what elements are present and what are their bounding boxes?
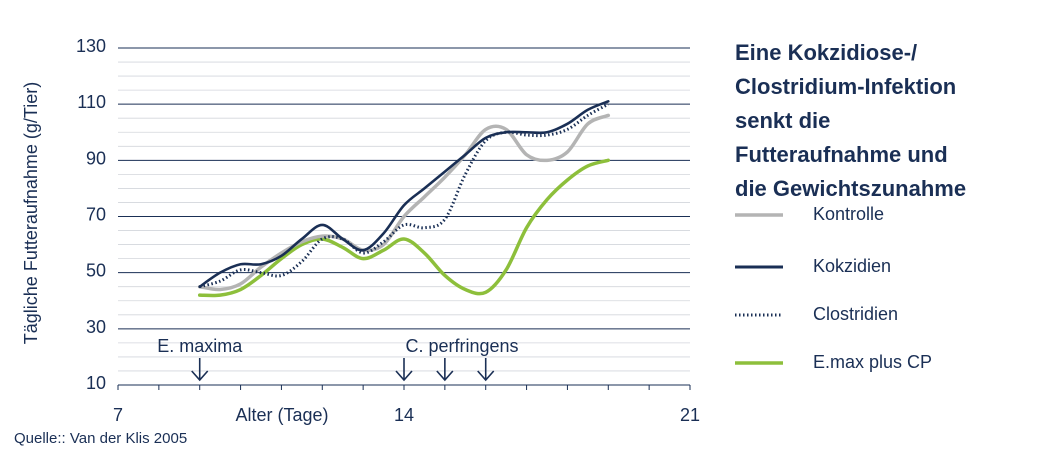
x-tick-label: 7 [113, 405, 123, 425]
y-tick-label: 10 [86, 373, 106, 393]
legend-swatch-emax-plus-cp [735, 361, 783, 365]
y-tick-label: 50 [86, 261, 106, 281]
series-emax-plus-cp [197, 158, 611, 298]
title-line: Clostridium-Infektion [735, 74, 957, 99]
legend-item-clostridien: Clostridien [735, 300, 1035, 330]
down-arrow-icon [477, 358, 495, 382]
series-lines [197, 100, 611, 298]
legend-label: Clostridien [813, 304, 899, 324]
down-arrow-icon [395, 358, 413, 382]
y-tick-label: 30 [86, 317, 106, 337]
legend-item-kontrolle: Kontrolle [735, 200, 1035, 230]
x-tick-label: 21 [680, 405, 700, 425]
y-tick-label: 130 [76, 36, 106, 56]
arrow-head [477, 370, 495, 382]
y-tick-label: 90 [86, 148, 106, 168]
y-axis-label: Tägliche Futteraufnahme (g/Tier) [21, 82, 41, 344]
legend-item-kokzidien: Kokzidien [735, 252, 1035, 282]
legend-label: Kontrolle [813, 204, 885, 224]
title-line: Futteraufnahme und [735, 142, 948, 167]
arrow-head [436, 370, 454, 382]
title-line: Eine Kokzidiose-/ [735, 40, 918, 65]
series-kokzidien [198, 100, 610, 289]
legend-label: E.max plus CP [813, 352, 933, 372]
x-axis-ticks: 7 14 21 [113, 385, 700, 425]
legend-swatch-clostridien [735, 313, 783, 317]
y-axis-ticks: 10 30 50 70 90 110 130 [76, 36, 106, 393]
legend-swatch-kontrolle [735, 213, 783, 217]
down-arrow-icon [191, 358, 209, 382]
down-arrow-icon [436, 358, 454, 382]
y-tick-label: 70 [86, 205, 106, 225]
x-axis-label: Alter (Tage) [235, 405, 328, 425]
grid-lines [118, 47, 690, 372]
legend-label: Kokzidien [813, 256, 892, 276]
series-clostridien [199, 102, 610, 289]
arrow-head [395, 370, 413, 382]
annotation-label: E. maxima [157, 336, 243, 356]
annotation-label: C. perfringens [405, 336, 518, 356]
title-line: die Gewichtszunahme [735, 176, 967, 201]
y-tick-label: 110 [77, 92, 106, 112]
legend-swatch-kokzidien [735, 265, 783, 269]
arrow-head [191, 370, 209, 382]
annotations: E. maxima C. perfringens [157, 336, 519, 382]
chart-title: Eine Kokzidiose-/ Clostridium-Infektion … [735, 36, 1035, 206]
title-line: senkt die [735, 108, 831, 133]
source-note: Quelle:: Van der Klis 2005 [14, 430, 188, 447]
legend-item-emax-plus-cp: E.max plus CP [735, 348, 1035, 378]
x-tick-label: 14 [394, 405, 414, 425]
